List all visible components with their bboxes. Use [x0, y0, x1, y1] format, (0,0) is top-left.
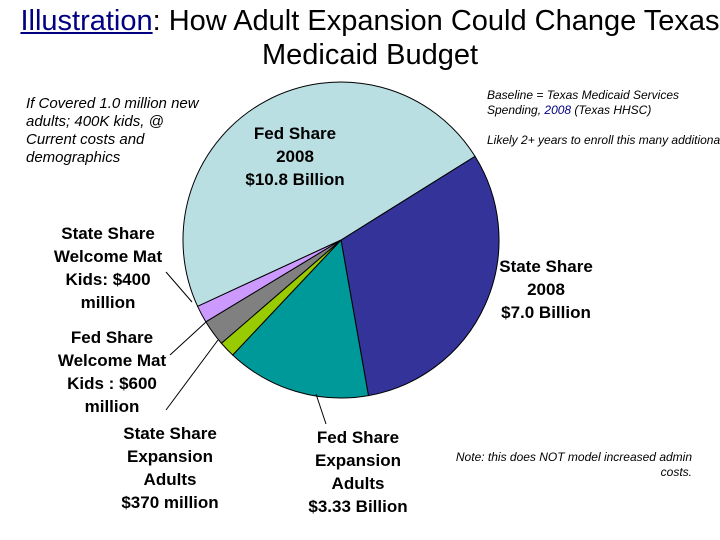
- note-left: If Covered 1.0 million new adults; 400K …: [26, 95, 199, 166]
- title-rest: : How Adult Expansion Could Change Texas…: [152, 5, 720, 71]
- slice-label: Fed Share Expansion Adults $3.33 Billion: [308, 428, 408, 516]
- slice-label: State Share Welcome Mat Kids: $400 milli…: [53, 224, 163, 312]
- note-admin: Note: this does NOT model increased admi…: [455, 450, 692, 479]
- slice-label: Fed Share 2008 $10.8 Billion: [245, 124, 345, 189]
- slice-label: State Share 2008 $7.0 Billion: [499, 257, 593, 322]
- pie-slice: [231, 238, 370, 399]
- note-text: (Texas HHSC): [571, 103, 652, 117]
- note-baseline: Baseline = Texas Medicaid Services Spend…: [487, 88, 720, 118]
- slice-label: State Share Expansion Adults $370 millio…: [121, 424, 219, 512]
- note-text: Baseline = Texas Medicaid Services Spend…: [487, 88, 679, 117]
- slice-label: Fed Share Welcome Mat Kids : $600 millio…: [57, 328, 167, 416]
- title: Illustration: How Adult Expansion Could …: [0, 4, 720, 72]
- note-enroll: Likely 2+ years to enroll this many addi…: [487, 133, 720, 147]
- leader-line: [315, 393, 327, 425]
- leader-lines: [165, 271, 327, 425]
- leader-line: [165, 271, 193, 303]
- title-link: Illustration: [20, 5, 153, 37]
- note-year: 2008: [544, 103, 572, 117]
- leader-line: [169, 321, 207, 356]
- leader-line: [165, 339, 219, 411]
- pie-slice: [182, 81, 476, 307]
- pie-slice: [340, 155, 500, 397]
